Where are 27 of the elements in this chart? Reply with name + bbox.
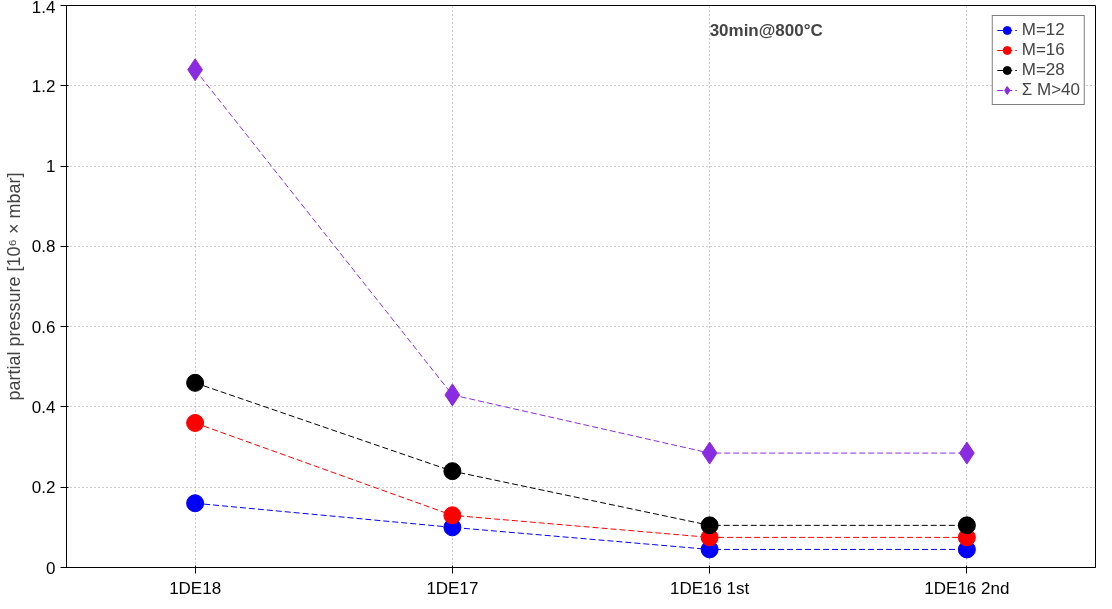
y-tick-label: 0.6 (31, 317, 56, 337)
y-tick-label: 0.2 (31, 478, 56, 498)
y-tick-label: 1 (46, 157, 56, 177)
y-tick-label: 0 (46, 558, 56, 578)
y-tick-label: 0.8 (31, 237, 56, 257)
point (443, 506, 462, 525)
y-tick-label: 1.2 (31, 76, 56, 96)
x-tick-label: 1DE17 (426, 578, 479, 598)
point (700, 516, 719, 535)
y-axis-title: partial pressure [10⁶ × mbar] (3, 172, 24, 401)
legend-label: M=28 (1021, 60, 1065, 80)
legend-label: M=12 (1021, 20, 1065, 40)
x-tick-label: 1DE16 1st (669, 578, 750, 598)
point (444, 383, 461, 407)
point (186, 494, 205, 513)
annotation: 30min@800°C (709, 21, 823, 41)
legend-label: M=16 (1021, 40, 1065, 60)
legend-label: Σ M>40 (1021, 80, 1080, 100)
point (186, 373, 205, 392)
x-tick-label: 1DE16 2nd (924, 578, 1010, 598)
x-tick-label: 1DE18 (169, 578, 222, 598)
point (443, 462, 462, 481)
point (701, 441, 718, 465)
y-tick-label: 0.4 (31, 397, 56, 417)
point (957, 516, 976, 535)
point (186, 414, 205, 432)
y-tick-label: 1.4 (31, 0, 56, 17)
